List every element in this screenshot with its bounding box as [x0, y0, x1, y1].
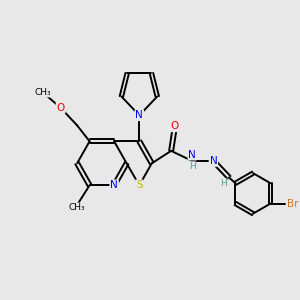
- Text: Br: Br: [286, 199, 298, 208]
- Text: N: N: [209, 156, 217, 166]
- Text: N: N: [188, 150, 196, 160]
- Text: S: S: [136, 180, 142, 190]
- Text: H: H: [189, 162, 196, 171]
- Text: O: O: [171, 121, 179, 131]
- Text: N: N: [110, 180, 118, 190]
- Text: CH₃: CH₃: [34, 88, 51, 97]
- Text: CH₃: CH₃: [69, 203, 86, 212]
- Text: O: O: [56, 103, 65, 113]
- Text: N: N: [136, 110, 143, 120]
- Text: H: H: [220, 179, 227, 188]
